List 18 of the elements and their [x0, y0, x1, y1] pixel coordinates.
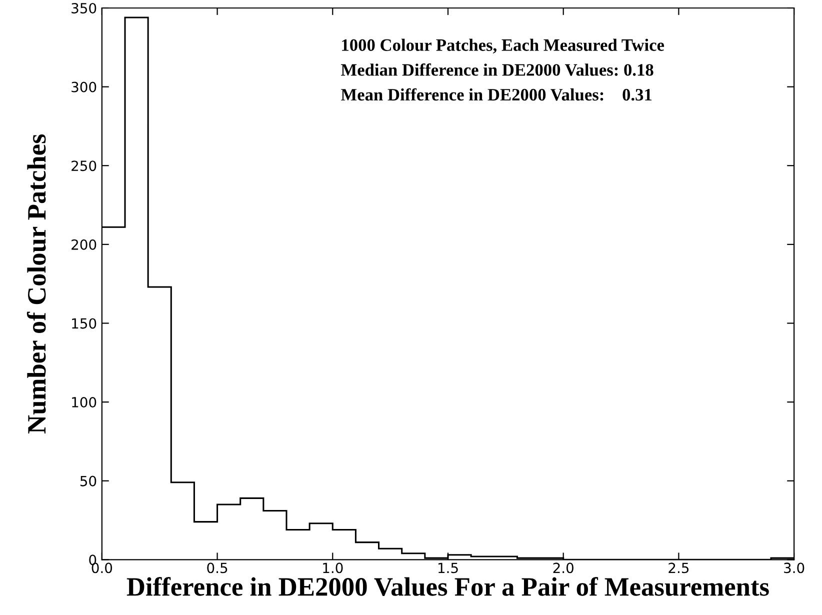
annotation: Mean Difference in DE2000 Values: 0.31	[341, 88, 652, 101]
x-tick-label: 1.5	[438, 562, 458, 574]
y-tick-label: 100	[72, 397, 96, 408]
x-tick-label: 1.0	[323, 562, 343, 574]
x-tick-label: 0.5	[207, 562, 228, 574]
x-tick-label: 2.0	[553, 562, 574, 574]
y-tick-label: 150	[72, 318, 96, 329]
y-tick-label: 250	[72, 160, 96, 172]
y-tick-label: 200	[72, 239, 96, 250]
x-axis-title: Difference in DE2000 Values For a Pair of Measurements	[126, 576, 769, 596]
y-tick-label: 300	[72, 82, 96, 92]
y-tick-label: 350	[72, 2, 96, 14]
y-axis-title: Number of Colour Patches	[26, 134, 46, 434]
annotation: Median Difference in DE2000 Values: 0.18	[341, 63, 654, 76]
annotation: 1000 Colour Patches, Each Measured Twice	[342, 38, 664, 54]
y-tick-label: 50	[80, 476, 96, 486]
x-tick-label: 2.5	[668, 562, 689, 574]
x-tick-label: 3.0	[784, 562, 804, 574]
